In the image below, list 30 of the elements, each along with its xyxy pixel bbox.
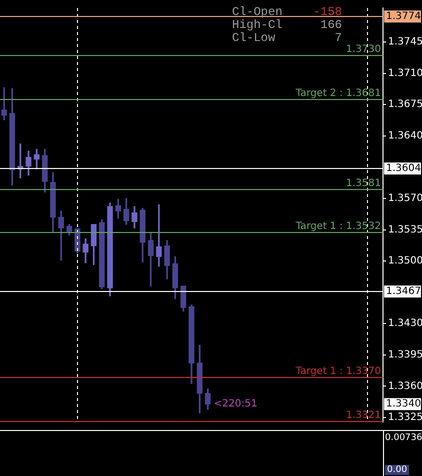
ref-line-label: 1.3774 [386, 11, 421, 22]
text: 0.00 [385, 465, 410, 475]
y-tick-label: 1.3710 [388, 68, 422, 79]
y-tick-label: 1.3360 [388, 380, 422, 392]
y-tick-label: 1.3640 [388, 130, 422, 142]
ref-line-label: Target 2 : 1.3681 [294, 88, 381, 100]
y-tick-label: 1.3395 [388, 350, 422, 361]
ref-line-label: 1.3604 [386, 163, 421, 174]
y-tick-label: 1.3675 [388, 99, 422, 110]
annotation: 1.3340 [386, 398, 421, 410]
annotation: High-Cl [232, 18, 282, 32]
y-tick-label: 1.3325 [388, 412, 422, 424]
ref-line-label: Target 1 : 1.3370 [294, 366, 381, 378]
ref-line-label: Target 1 : 1.3532 [294, 221, 381, 232]
text: 0.00736 [385, 433, 422, 443]
annotation: 166 [320, 18, 342, 32]
annotation: <220:51 [214, 398, 258, 410]
ref-line-label: 1.3321 [346, 410, 381, 422]
y-tick-label: 1.3430 [388, 318, 422, 330]
annotation: Cl-Open [232, 5, 282, 20]
y-tick-label: 1.3535 [388, 224, 422, 236]
y-tick-label: 1.3745 [388, 36, 422, 48]
annotation: Cl-Low [232, 31, 276, 46]
y-tick-label: 1.3500 [388, 256, 422, 267]
y-tick-label: 1.3570 [388, 193, 422, 204]
ref-line-label: 1.3730 [346, 44, 381, 56]
annotation: -158 [313, 5, 342, 20]
annotation: 7 [334, 31, 342, 46]
ref-line-label: 1.3467 [386, 286, 421, 298]
ref-line-label: 1.3581 [346, 178, 381, 190]
